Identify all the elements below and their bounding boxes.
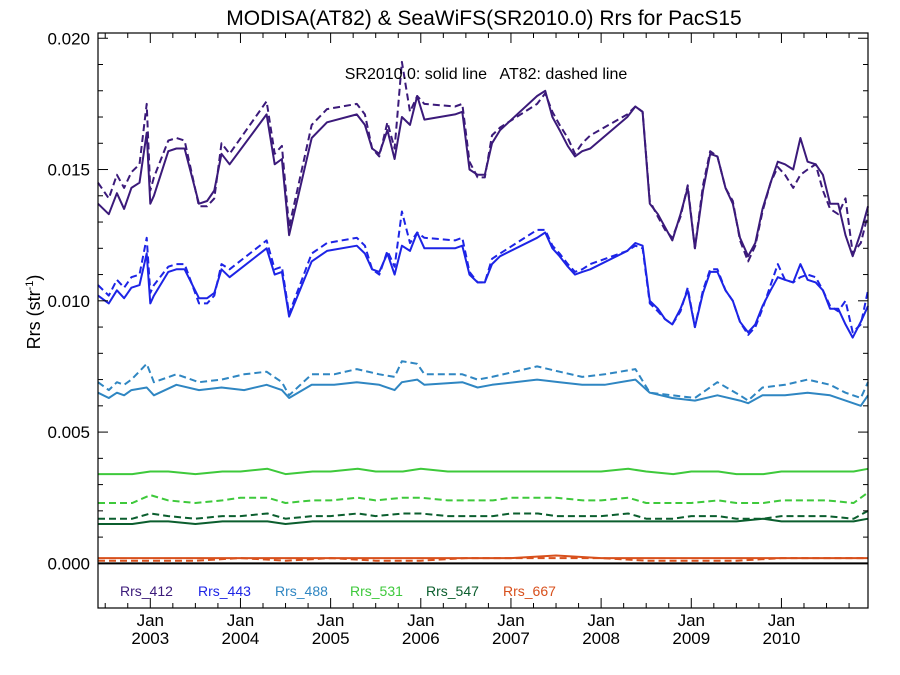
x-tick-month-label: Jan <box>678 611 705 630</box>
series-line-rrs-488-dashed <box>97 360 869 402</box>
x-tick-month-label: Jan <box>317 611 344 630</box>
y-tick-label: 0.020 <box>47 29 90 48</box>
x-tick-year-label: 2004 <box>222 629 260 648</box>
x-axis-ticks: Jan2003Jan2004Jan2005Jan2006Jan2007Jan20… <box>104 33 850 648</box>
legend-entry-rrs-443: Rrs_443 <box>198 583 251 599</box>
y-axis-ticks: 0.000 0.005 0.010 0.015 0.020 <box>47 29 868 573</box>
y-axis-label-superscript: -1 <box>24 281 36 291</box>
x-tick-year-label: 2009 <box>672 629 710 648</box>
series-line-rrs-412-dashed <box>97 60 869 263</box>
y-tick-label: 0.015 <box>47 161 90 180</box>
legend-entry-rrs-488: Rrs_488 <box>275 583 328 599</box>
x-tick-year-label: 2007 <box>492 629 530 648</box>
x-tick-month-label: Jan <box>407 611 434 630</box>
line-style-annotation: SR2010.0: solid line AT82: dashed line <box>345 66 628 83</box>
x-tick-year-label: 2003 <box>131 629 169 648</box>
legend-entry-rrs-547: Rrs_547 <box>426 583 479 599</box>
x-tick-month-label: Jan <box>587 611 614 630</box>
x-tick-year-label: 2008 <box>582 629 620 648</box>
series-line-rrs-443-dashed <box>97 210 869 336</box>
x-tick-month-label: Jan <box>137 611 164 630</box>
series-line-rrs-547-dashed <box>98 510 869 520</box>
x-tick-year-label: 2006 <box>402 629 440 648</box>
x-tick-month-label: Jan <box>497 611 524 630</box>
series-line-rrs-488-solid <box>97 378 869 407</box>
series-line-rrs-547-solid <box>98 517 869 525</box>
legend-entry-rrs-412: Rrs_412 <box>120 583 173 599</box>
series-line-rrs-531-dashed <box>98 491 869 504</box>
series-layer <box>97 60 869 562</box>
y-axis-label-close: ) <box>24 275 44 281</box>
series-line-rrs-667-dashed <box>98 557 868 562</box>
y-tick-label: 0.005 <box>47 423 90 442</box>
legend: Rrs_412 Rrs_443 Rrs_488 Rrs_531 Rrs_547 Rrs_6… <box>120 583 556 599</box>
chart-title: MODISA(AT82) & SeaWiFS(SR2010.0) Rrs for… <box>226 7 741 30</box>
y-axis-label: Rrs (str-1) <box>24 275 44 350</box>
x-tick-year-label: 2010 <box>763 629 801 648</box>
y-tick-label: 0.000 <box>47 554 90 573</box>
series-line-rrs-412-solid <box>97 89 869 258</box>
legend-entry-rrs-531: Rrs_531 <box>350 583 403 599</box>
x-tick-month-label: Jan <box>768 611 795 630</box>
series-line-rrs-531-solid <box>98 467 869 476</box>
x-tick-year-label: 2005 <box>312 629 350 648</box>
x-tick-month-label: Jan <box>227 611 254 630</box>
legend-entry-rrs-667: Rrs_667 <box>503 583 556 599</box>
plot-frame <box>97 32 869 609</box>
y-tick-label: 0.010 <box>47 292 90 311</box>
y-axis-label-main: Rrs (str <box>24 290 44 349</box>
